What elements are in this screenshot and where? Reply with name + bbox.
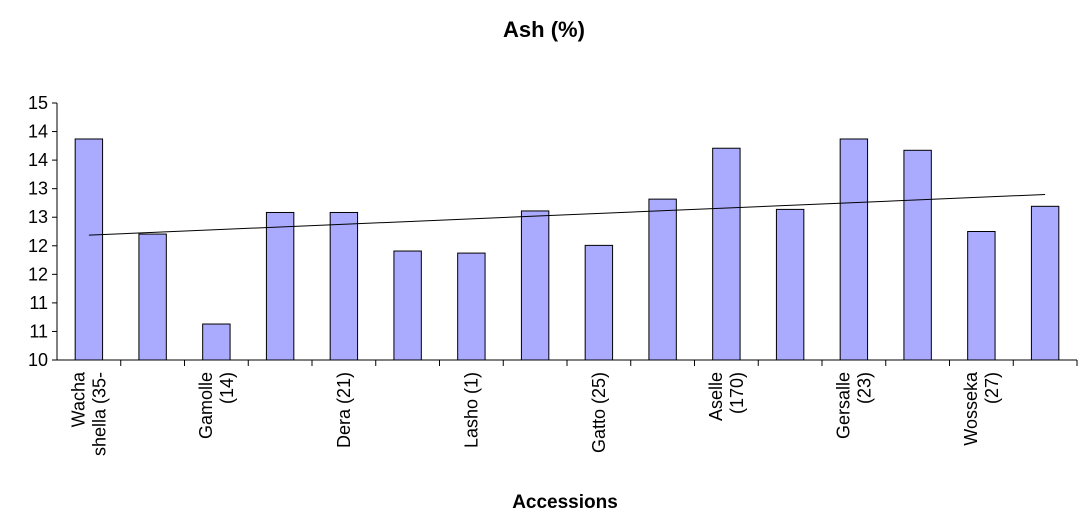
x-tick-label: Wosseka	[961, 371, 981, 446]
trendline	[88, 193, 1046, 236]
x-tick-label: Gatto (25)	[589, 372, 609, 453]
bar	[648, 198, 677, 361]
trendline-line	[88, 193, 1046, 236]
bar	[839, 138, 869, 361]
bar	[393, 250, 422, 361]
x-tick-label: (170)	[727, 372, 747, 414]
bar	[329, 211, 359, 361]
bar	[1030, 205, 1060, 361]
x-tick-label: Aselle	[706, 372, 726, 421]
x-tick-label: (14)	[217, 372, 237, 404]
bar	[712, 147, 741, 361]
bar	[74, 138, 104, 361]
y-tick-label: 14	[28, 122, 48, 142]
y-tick-label: 13	[28, 179, 48, 199]
x-tick-label: Lasho (1)	[461, 372, 481, 448]
y-tick-label: 11	[29, 321, 48, 341]
x-tick-label: Gamolle	[196, 372, 216, 439]
y-axis-ticks: 10 11 11 12 12 13 13 14 14 15	[28, 93, 57, 370]
x-tick-label: Wacha	[68, 371, 88, 427]
chart-title: Ash (%)	[503, 17, 585, 42]
y-tick-label: 11	[29, 293, 48, 313]
x-tick-label: Dera (21)	[334, 372, 354, 448]
bar	[967, 231, 996, 361]
bar	[775, 208, 805, 361]
y-tick-label: 13	[28, 207, 48, 227]
x-tick-label: (27)	[982, 372, 1002, 404]
bar	[520, 210, 550, 361]
x-tick-label: Gersalle	[833, 372, 853, 439]
y-tick-label: 14	[28, 150, 48, 170]
y-tick-label: 10	[28, 350, 48, 370]
y-tick-label: 12	[28, 264, 48, 284]
x-tick-label: shella (35-	[89, 372, 109, 456]
axes	[56, 103, 1078, 366]
bars	[74, 138, 1060, 361]
y-tick-label: 15	[28, 93, 48, 113]
x-axis-labels: Wacha shella (35- Gamolle (14) Dera (21) Lash…	[68, 371, 1002, 456]
bar	[265, 211, 295, 361]
y-tick-label: 12	[28, 236, 48, 256]
bar	[202, 323, 231, 361]
bar	[138, 233, 167, 361]
x-axis-title: Accessions	[512, 492, 618, 513]
x-tick-label: (23)	[854, 372, 874, 404]
bar	[584, 244, 614, 361]
bar	[903, 149, 932, 361]
bar	[457, 252, 486, 361]
